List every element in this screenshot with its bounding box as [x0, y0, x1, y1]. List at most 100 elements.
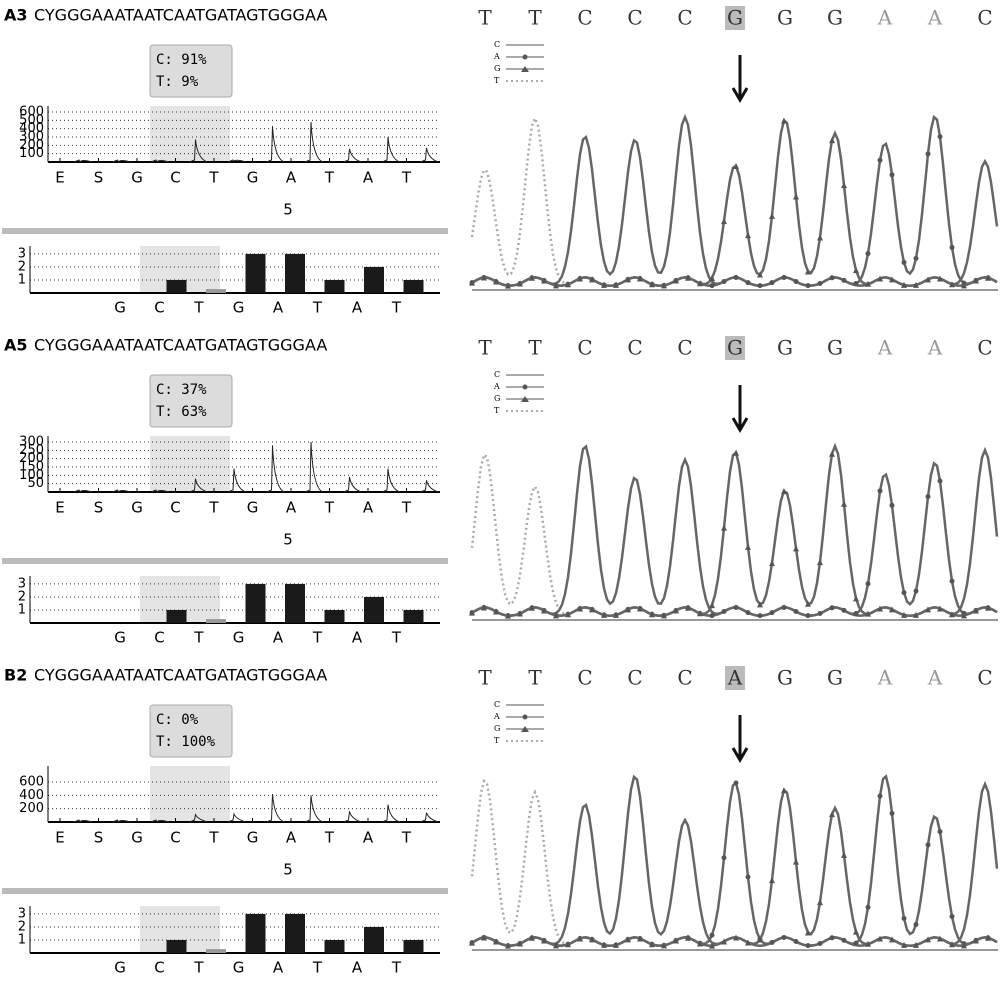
dispensation: T [401, 499, 412, 517]
bar [285, 913, 305, 953]
peak [420, 480, 439, 493]
trace-marker [865, 940, 871, 947]
trace-marker [841, 937, 847, 943]
trace-marker [925, 276, 931, 283]
dispensation: T [324, 829, 335, 847]
y-tick-label: 400 [19, 788, 44, 803]
base-call: A [727, 666, 743, 690]
trace-marker [493, 938, 499, 945]
trace-marker [949, 611, 955, 618]
base-call: G [727, 336, 743, 360]
peak [343, 148, 362, 163]
dispensation: E [55, 499, 64, 517]
dispensation: S [94, 829, 104, 847]
trace-marker [925, 606, 931, 613]
trace-marker [517, 610, 523, 617]
dispensation: G [247, 169, 259, 187]
trace-marker [625, 606, 631, 613]
base-call: T [478, 666, 492, 690]
base-call: T [478, 336, 492, 360]
y-tick-label: 50 [27, 476, 44, 491]
trace-marker [889, 606, 895, 613]
y-tick-label: 600 [19, 775, 44, 790]
trace-marker [889, 172, 895, 178]
trace-marker [781, 488, 787, 495]
result-text: T: 63% [156, 404, 207, 420]
sequence: CYGGGAAATAATCAATGATAGTGGGAA [34, 336, 327, 355]
trace-marker [973, 277, 979, 284]
peak [343, 811, 362, 823]
trace-marker [673, 277, 679, 284]
dispensation: G [131, 169, 143, 187]
trace-marker [793, 279, 799, 285]
peak [189, 139, 208, 163]
legend-label: G [494, 394, 500, 403]
trace-marker [565, 611, 571, 618]
dispensation: C [170, 499, 180, 517]
trace-marker [841, 277, 847, 283]
base-label: G [114, 299, 126, 317]
trace-marker [637, 605, 643, 612]
base-call: C [977, 666, 992, 690]
result-text: C: 37% [156, 382, 207, 398]
peak [420, 812, 439, 823]
trace-marker [697, 280, 703, 287]
trace-marker [937, 935, 943, 942]
peak [304, 795, 324, 823]
trace-marker [853, 928, 859, 935]
peak [150, 489, 170, 493]
shade [150, 766, 230, 822]
trace-marker [577, 275, 583, 282]
trace-marker [745, 874, 751, 880]
trace-marker [493, 608, 499, 615]
bar [166, 609, 187, 623]
peak [73, 819, 93, 823]
base-call: C [677, 666, 692, 690]
trace-marker [889, 936, 895, 943]
trace-marker [781, 787, 787, 794]
dispensation: T [208, 499, 219, 517]
peak [112, 489, 131, 493]
dispensation: A [363, 169, 374, 187]
dispensation: G [247, 829, 259, 847]
result-box [149, 44, 233, 98]
trace-marker [805, 943, 811, 949]
trace-marker [949, 941, 955, 948]
bar [403, 939, 424, 953]
trace-marker [925, 936, 931, 943]
legend-label: A [493, 382, 500, 391]
separator [2, 888, 448, 894]
base-call: G [827, 666, 843, 690]
trace-marker [937, 134, 943, 140]
y-tick-label: 300 [19, 130, 44, 145]
legend-label: T [494, 406, 500, 415]
trace-marker [589, 276, 595, 283]
peak [420, 147, 439, 163]
trace-marker [553, 612, 559, 619]
base-label: A [273, 629, 284, 647]
legend-marker [521, 396, 529, 402]
result-text: C: 91% [156, 52, 207, 68]
trace-marker [601, 941, 607, 948]
base-label: T [193, 629, 204, 647]
trace-marker [721, 279, 727, 285]
dispensation: C [170, 829, 180, 847]
peak [266, 126, 285, 163]
base-label: A [352, 299, 363, 317]
trace-marker [481, 934, 487, 941]
trace-marker [553, 282, 559, 289]
highlight [725, 6, 745, 30]
trace-marker [973, 607, 979, 614]
bar [403, 609, 424, 623]
trace-marker [901, 281, 907, 288]
trace-marker [721, 855, 727, 861]
y-tick-label: 150 [19, 460, 44, 475]
peak [189, 478, 208, 493]
trace-marker [853, 267, 859, 274]
bar [364, 266, 384, 293]
trace-marker [781, 274, 787, 280]
trace-marker [805, 268, 811, 275]
arrow [731, 55, 749, 103]
trace [471, 774, 998, 947]
trace-marker [757, 271, 763, 278]
